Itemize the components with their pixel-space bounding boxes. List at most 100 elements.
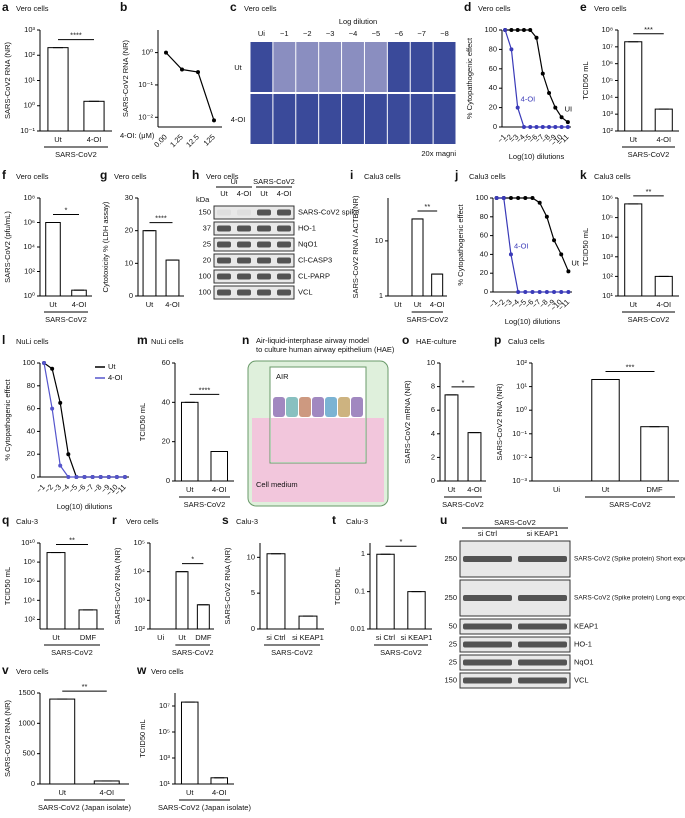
significance-label: * — [462, 378, 465, 387]
point — [521, 125, 526, 129]
point — [565, 125, 570, 129]
x-tick-label: 1.25 — [168, 132, 185, 149]
panel-title: Calu3 cells — [508, 337, 545, 346]
bar — [467, 432, 482, 482]
unit: kDa — [196, 195, 210, 204]
x-tick-label: Ut — [448, 485, 456, 494]
x-axis-label: Log(10) dilutions — [509, 152, 565, 161]
micrograph — [273, 42, 296, 92]
column-label: −8 — [440, 29, 449, 38]
significance-label: * — [400, 537, 403, 546]
significance-label: *** — [626, 362, 635, 371]
blot — [459, 636, 571, 653]
series-label: Ut — [571, 258, 579, 267]
epithelial-cell — [273, 397, 285, 417]
point — [565, 120, 570, 125]
point — [66, 452, 71, 457]
micrograph — [319, 94, 342, 144]
y-tick-label: 10² — [602, 126, 613, 135]
panel-letter: f — [2, 168, 7, 182]
x-tick-label: 4-OI — [165, 300, 180, 309]
legend-label: 4-OI — [108, 373, 123, 382]
x-tick-label: 4-OI — [212, 788, 227, 797]
y-axis-label: TCID50 mL — [138, 403, 147, 441]
y-tick-label: 30 — [125, 193, 133, 202]
point — [566, 269, 571, 274]
band — [463, 623, 512, 630]
significance-label: *** — [644, 25, 653, 34]
y-tick-label: 40 — [489, 83, 497, 92]
y-axis-label: SARS-CoV2 RNA (NR) — [495, 383, 504, 461]
bar — [210, 451, 229, 482]
point — [164, 50, 168, 55]
bar — [411, 218, 424, 297]
y-tick-label: 10¹ — [24, 75, 35, 84]
point — [534, 35, 539, 40]
medium-label: Cell medium — [256, 480, 298, 489]
y-tick-label: 60 — [162, 358, 170, 367]
point — [559, 290, 564, 294]
y-tick-label: 10⁷ — [602, 42, 613, 51]
series-label: UI — [565, 104, 573, 113]
y-tick-label: 10¹ — [516, 382, 527, 391]
panel-letter: o — [402, 333, 409, 347]
point — [566, 290, 571, 294]
band — [463, 659, 512, 666]
y-tick-label: 10⁰ — [142, 48, 153, 57]
x-tick-label: si KEAP1 — [292, 633, 324, 642]
y-tick-label: 40 — [480, 249, 488, 258]
point — [98, 475, 103, 479]
y-tick-label: 10³ — [134, 595, 145, 604]
panel-title: Vero cells — [16, 172, 49, 181]
y-tick-label: 40 — [27, 426, 35, 435]
point — [516, 290, 521, 294]
panel-title: Calu3 cells — [469, 172, 506, 181]
series-line — [496, 197, 569, 293]
panel-letter: l — [2, 333, 5, 347]
band — [237, 209, 251, 216]
marker: 50 — [449, 621, 457, 630]
y-tick-label: 10² — [24, 266, 35, 275]
marker: 250 — [444, 593, 457, 602]
panel-title: Calu-3 — [346, 517, 368, 526]
group-label: SARS-CoV2 — [406, 315, 448, 324]
micrograph — [273, 94, 296, 144]
point — [547, 91, 552, 96]
band — [257, 225, 271, 232]
column-label: −4 — [349, 29, 358, 38]
y-tick-label: 10³ — [602, 252, 613, 261]
micrograph — [433, 94, 456, 144]
y-axis-label: % Cytopathogenic effect — [3, 379, 12, 461]
y-tick-label: 10⁻¹ — [20, 126, 35, 135]
band — [237, 225, 251, 232]
band — [518, 595, 567, 601]
y-tick-label: 10⁵ — [134, 538, 145, 547]
y-tick-label: 10 — [125, 258, 133, 267]
column-label: −5 — [372, 29, 381, 38]
bar — [654, 275, 673, 297]
lane-label: si Ctrl — [478, 529, 497, 538]
bar — [78, 609, 98, 630]
marker: 37 — [203, 223, 211, 232]
point — [114, 475, 119, 479]
panel-letter: b — [120, 0, 127, 14]
y-tick-label: 10⁶ — [24, 217, 35, 226]
y-axis-label: Cytotoxicity % (LDH assay) — [101, 201, 110, 292]
panel-title: Vero cells — [151, 667, 184, 676]
point — [82, 475, 87, 479]
y-axis-label: SARS-CoV2 (pfu/mL) — [3, 211, 12, 283]
point — [196, 70, 200, 75]
band — [277, 257, 291, 264]
band — [217, 241, 231, 248]
y-tick-label: 10³ — [602, 109, 613, 118]
bar — [83, 100, 105, 132]
x-tick-label: Ut — [178, 633, 186, 642]
significance-label: * — [191, 555, 194, 564]
band — [463, 556, 512, 562]
band — [217, 209, 231, 216]
point — [509, 47, 514, 52]
y-tick-label: 20 — [480, 268, 488, 277]
micrograph — [296, 94, 319, 144]
point — [530, 290, 535, 294]
y-tick-label: 6 — [431, 405, 435, 414]
